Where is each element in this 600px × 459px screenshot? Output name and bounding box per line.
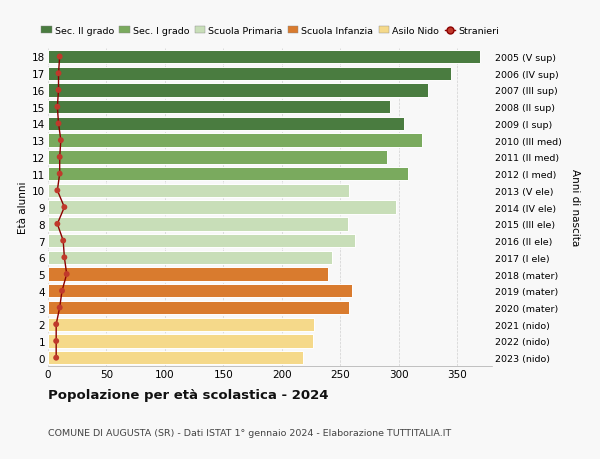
Point	[54, 87, 64, 95]
Point	[54, 70, 64, 78]
Point	[53, 104, 62, 111]
Point	[62, 271, 71, 278]
Point	[52, 354, 61, 362]
Bar	[48, 50, 481, 64]
Bar	[48, 151, 387, 164]
Legend: Sec. II grado, Sec. I grado, Scuola Primaria, Scuola Infanzia, Asilo Nido, Stran: Sec. II grado, Sec. I grado, Scuola Prim…	[41, 27, 499, 36]
Point	[55, 54, 64, 61]
Bar	[48, 318, 314, 331]
Bar	[48, 351, 303, 364]
Bar	[48, 201, 396, 214]
Point	[57, 287, 67, 295]
Bar	[48, 168, 408, 181]
Bar	[48, 285, 352, 298]
Point	[52, 337, 61, 345]
Y-axis label: Anni di nascita: Anni di nascita	[570, 169, 580, 246]
Bar	[48, 101, 391, 114]
Point	[53, 221, 62, 228]
Bar	[48, 301, 349, 314]
Bar	[48, 67, 451, 81]
Point	[55, 154, 64, 161]
Bar	[48, 218, 348, 231]
Point	[53, 187, 62, 195]
Point	[55, 171, 64, 178]
Point	[55, 304, 64, 312]
Bar	[48, 268, 328, 281]
Bar	[48, 251, 332, 264]
Bar	[48, 184, 349, 198]
Bar	[48, 335, 313, 348]
Point	[52, 321, 61, 328]
Bar	[48, 134, 422, 147]
Y-axis label: Età alunni: Età alunni	[18, 181, 28, 234]
Point	[56, 137, 65, 145]
Point	[59, 204, 69, 211]
Point	[59, 254, 69, 262]
Text: Popolazione per età scolastica - 2024: Popolazione per età scolastica - 2024	[48, 388, 329, 401]
Text: COMUNE DI AUGUSTA (SR) - Dati ISTAT 1° gennaio 2024 - Elaborazione TUTTITALIA.IT: COMUNE DI AUGUSTA (SR) - Dati ISTAT 1° g…	[48, 428, 451, 437]
Bar	[48, 235, 355, 248]
Point	[58, 237, 68, 245]
Bar	[48, 118, 404, 131]
Point	[54, 121, 64, 128]
Bar	[48, 84, 428, 97]
